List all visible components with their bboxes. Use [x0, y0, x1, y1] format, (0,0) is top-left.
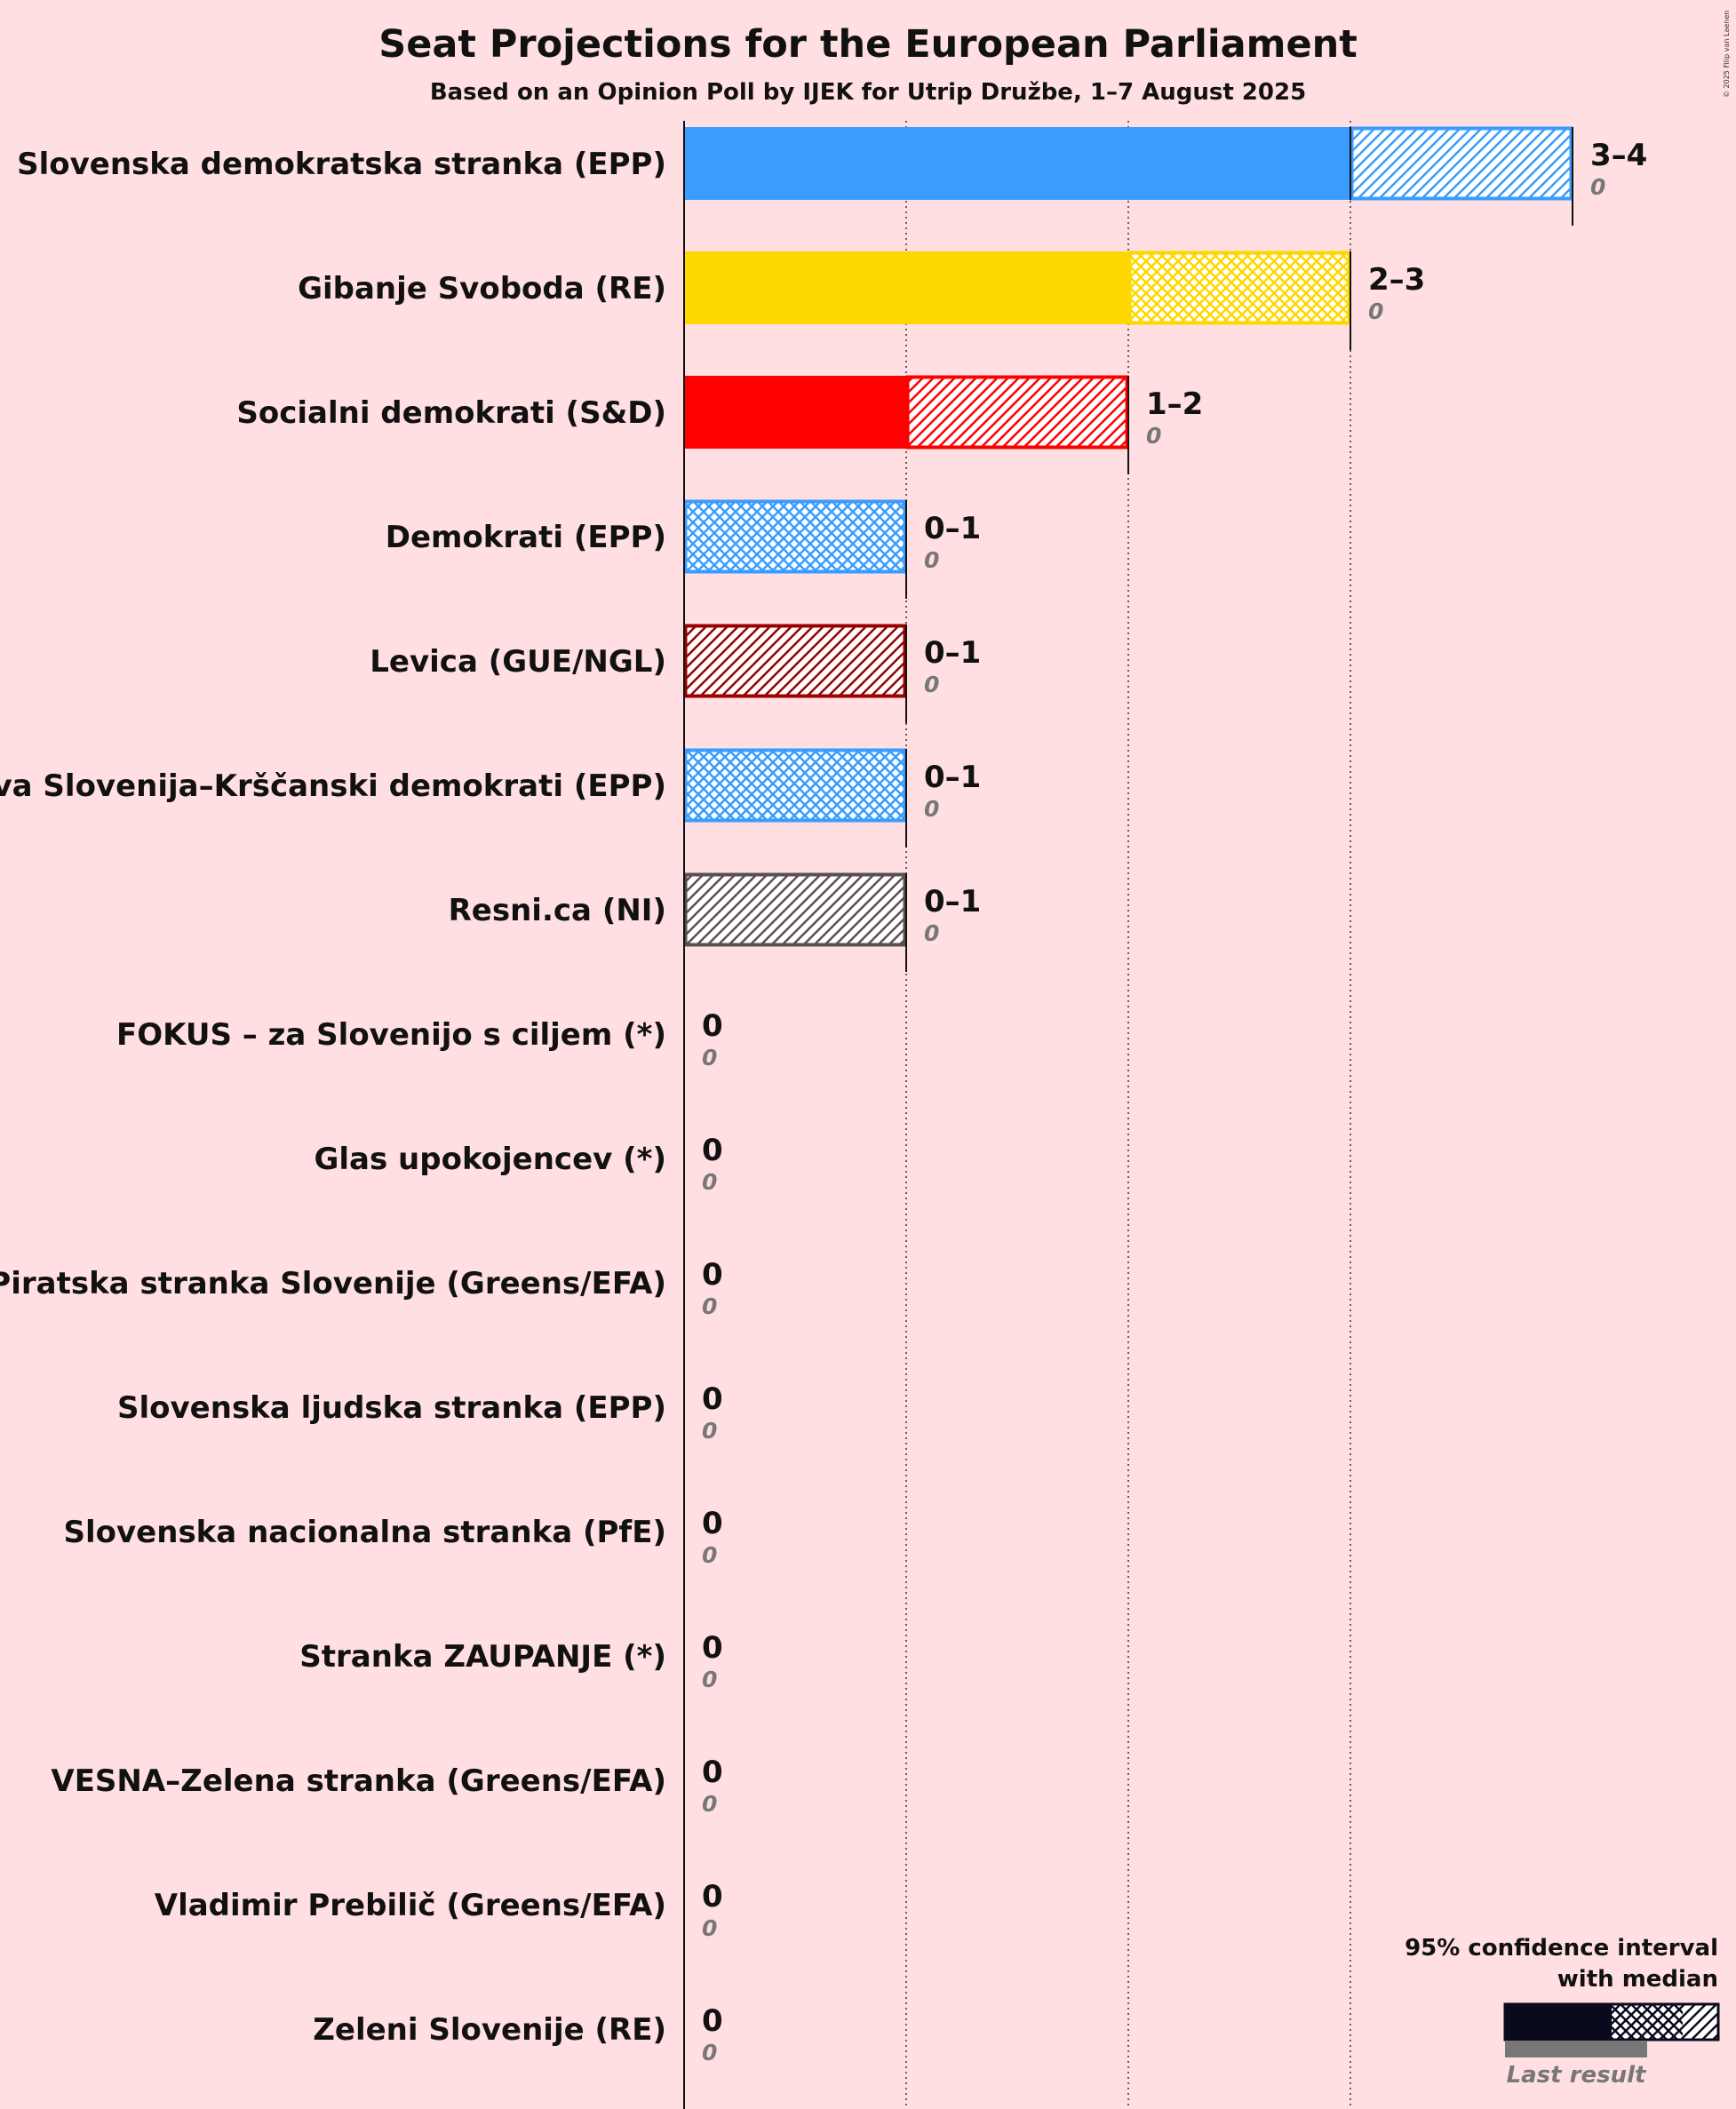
last-result-label: 0	[702, 1169, 717, 1195]
last-result-label: 0	[702, 2040, 717, 2065]
party-row: FOKUS – za Slovenijo s ciljem (*) 00	[116, 1008, 723, 1070]
legend-median-label: with median	[1557, 1966, 1718, 1993]
last-result-label: 0	[1590, 174, 1605, 200]
legend-last-result-bar	[1505, 2041, 1647, 2057]
party-label: Slovenska demokratska stranka (EPP)	[17, 147, 666, 182]
range-label: 0	[702, 1133, 723, 1168]
last-result-label: 0	[924, 796, 939, 822]
range-label: 0–1	[924, 884, 981, 919]
range-label: 0	[702, 1630, 723, 1666]
bar-interval	[683, 499, 907, 574]
bar-interval	[683, 748, 907, 823]
bar-solid	[684, 251, 1128, 324]
range-label: 0	[702, 1755, 723, 1790]
party-row: Gibanje Svoboda (RE) 2–30	[298, 251, 1425, 350]
party-label: Glas upokojencev (*)	[314, 1142, 666, 1177]
party-label: Vladimir Prebilič (Greens/EFA)	[155, 1888, 666, 1923]
party-label: Zeleni Slovenije (RE)	[313, 2012, 666, 2048]
range-label: 0	[702, 1008, 723, 1044]
range-label: 0–1	[924, 635, 981, 671]
party-label: Nova Slovenija–Krščanski demokrati (EPP)	[0, 768, 666, 804]
last-result-label: 0	[924, 547, 939, 573]
last-result-label: 0	[924, 672, 939, 697]
last-result-label: 0	[1146, 423, 1161, 449]
range-label: 3–4	[1590, 138, 1647, 173]
party-label: Slovenska nacionalna stranka (PfE)	[64, 1515, 666, 1550]
party-label: Stranka ZAUPANJE (*)	[299, 1639, 666, 1675]
party-label: Piratska stranka Slovenije (Greens/EFA)	[0, 1266, 666, 1301]
bar-interval	[683, 872, 907, 947]
chart-subtitle: Based on an Opinion Poll by IJEK for Utr…	[430, 79, 1306, 106]
range-label: 0	[702, 1506, 723, 1541]
legend-outline	[1503, 2002, 1720, 2041]
party-row: Piratska stranka Slovenije (Greens/EFA) 0…	[0, 1257, 723, 1319]
party-row: Glas upokojencev (*) 00	[314, 1133, 722, 1195]
range-label: 1–2	[1146, 386, 1203, 422]
last-result-label: 0	[702, 1542, 717, 1568]
copyright-note: © 2025 Filip van Laenen	[1723, 11, 1731, 98]
party-label: FOKUS – za Slovenijo s ciljem (*)	[116, 1017, 666, 1053]
range-label: 0–1	[924, 760, 981, 795]
party-row: Slovenska nacionalna stranka (PfE) 00	[64, 1506, 723, 1568]
party-row: Demokrati (EPP) 0–10	[386, 499, 981, 599]
party-label: Gibanje Svoboda (RE)	[298, 271, 666, 306]
bar-solid	[684, 376, 906, 449]
range-label: 0	[702, 2003, 723, 2039]
bar-interval	[1350, 126, 1573, 201]
party-label: Slovenska ljudska stranka (EPP)	[117, 1390, 666, 1426]
last-result-label: 0	[702, 1667, 717, 1692]
bars: Slovenska demokratska stranka (EPP) 3–40G…	[0, 126, 1647, 2065]
legend-solid-bar	[1505, 2004, 1612, 2040]
party-label: VESNA–Zelena stranka (Greens/EFA)	[51, 1763, 666, 1799]
last-result-label: 0	[702, 1791, 717, 1817]
party-row: Slovenska demokratska stranka (EPP) 3–40	[17, 126, 1647, 226]
range-label: 2–3	[1368, 262, 1425, 298]
bar-interval	[1127, 251, 1351, 325]
party-label: Demokrati (EPP)	[386, 520, 666, 555]
bar-solid	[684, 127, 1350, 200]
party-row: Slovenska ljudska stranka (EPP) 00	[117, 1381, 723, 1444]
party-label: Socialni demokrati (S&D)	[236, 395, 666, 431]
legend-upper-hatch	[1683, 2004, 1718, 2040]
legend-ci-label: 95% confidence interval	[1405, 1935, 1718, 1962]
legend: 95% confidence interval with median Last…	[1405, 1935, 1720, 2089]
party-row: Zeleni Slovenije (RE) 00	[313, 2003, 722, 2065]
last-result-label: 0	[702, 1045, 717, 1070]
last-result-label: 0	[1368, 298, 1383, 324]
party-row: Vladimir Prebilič (Greens/EFA) 00	[155, 1879, 723, 1941]
legend-last-result-label: Last result	[1507, 2062, 1647, 2089]
bar-interval	[683, 624, 907, 698]
bar-interval	[905, 375, 1129, 450]
party-row: Stranka ZAUPANJE (*) 00	[299, 1630, 722, 1692]
party-label: Resni.ca (NI)	[449, 893, 666, 928]
party-row: Nova Slovenija–Krščanski demokrati (EPP)…	[0, 748, 981, 848]
party-row: Resni.ca (NI) 0–10	[449, 872, 981, 972]
range-label: 0	[702, 1879, 723, 1914]
range-label: 0	[702, 1381, 723, 1417]
party-row: Socialni demokrati (S&D) 1–20	[236, 375, 1203, 474]
last-result-label: 0	[702, 1418, 717, 1444]
party-row: Levica (GUE/NGL) 0–10	[370, 624, 981, 723]
last-result-label: 0	[702, 1293, 717, 1319]
party-label: Levica (GUE/NGL)	[370, 644, 666, 680]
party-row: VESNA–Zelena stranka (Greens/EFA) 00	[51, 1755, 722, 1817]
range-label: 0–1	[924, 511, 981, 546]
last-result-label: 0	[924, 920, 939, 946]
legend-median-cross	[1612, 2004, 1683, 2040]
chart-title: Seat Projections for the European Parlia…	[378, 22, 1358, 67]
last-result-label: 0	[702, 1915, 717, 1941]
range-label: 0	[702, 1257, 723, 1293]
